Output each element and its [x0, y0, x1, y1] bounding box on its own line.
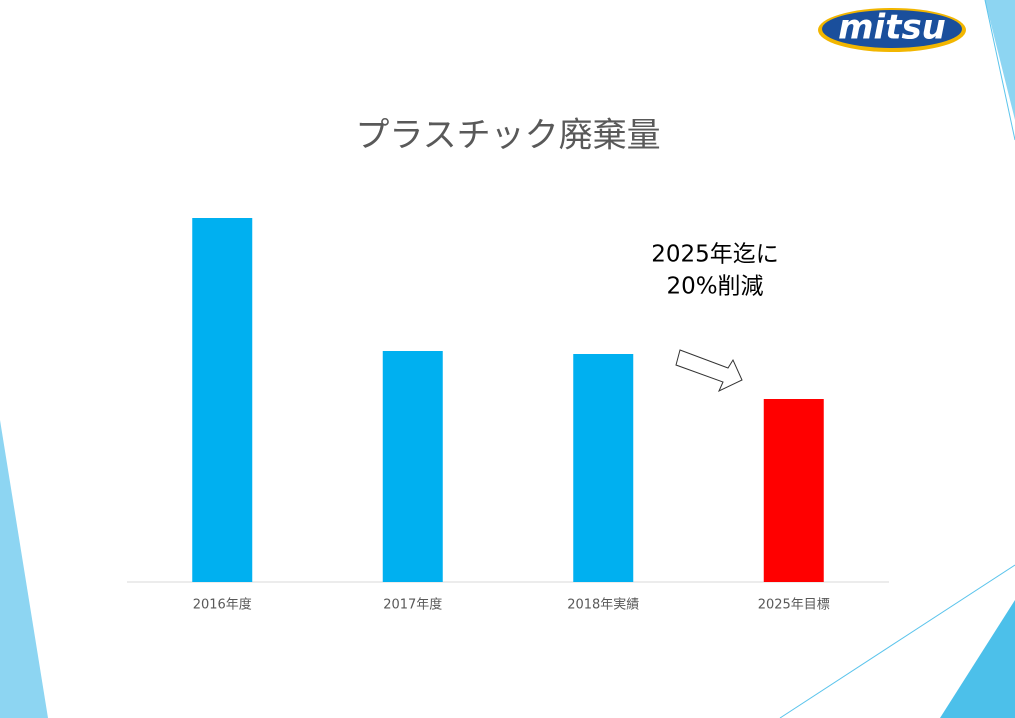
decor [984, 0, 1015, 141]
x-tick-label: 2018年実績 [567, 597, 639, 613]
arrow [675, 349, 743, 393]
x-tick-label: 2017年度 [383, 597, 442, 613]
annotation: 2025年迄に [651, 242, 779, 268]
annotation: 20%削減 [666, 274, 763, 300]
bar [382, 351, 443, 582]
decor [985, 0, 1015, 120]
bar [573, 354, 634, 582]
logo-ring [822, 10, 962, 48]
bar [763, 399, 824, 582]
bar [192, 218, 253, 582]
decor [940, 600, 1015, 718]
x-tick-label: 2016年度 [193, 597, 252, 613]
decor [779, 564, 1015, 718]
logo: mitsu [838, 8, 946, 48]
chart-title: プラスチック廃棄量 [355, 116, 660, 156]
x-tick-label: 2025年目標 [758, 598, 830, 613]
decor [0, 420, 48, 718]
